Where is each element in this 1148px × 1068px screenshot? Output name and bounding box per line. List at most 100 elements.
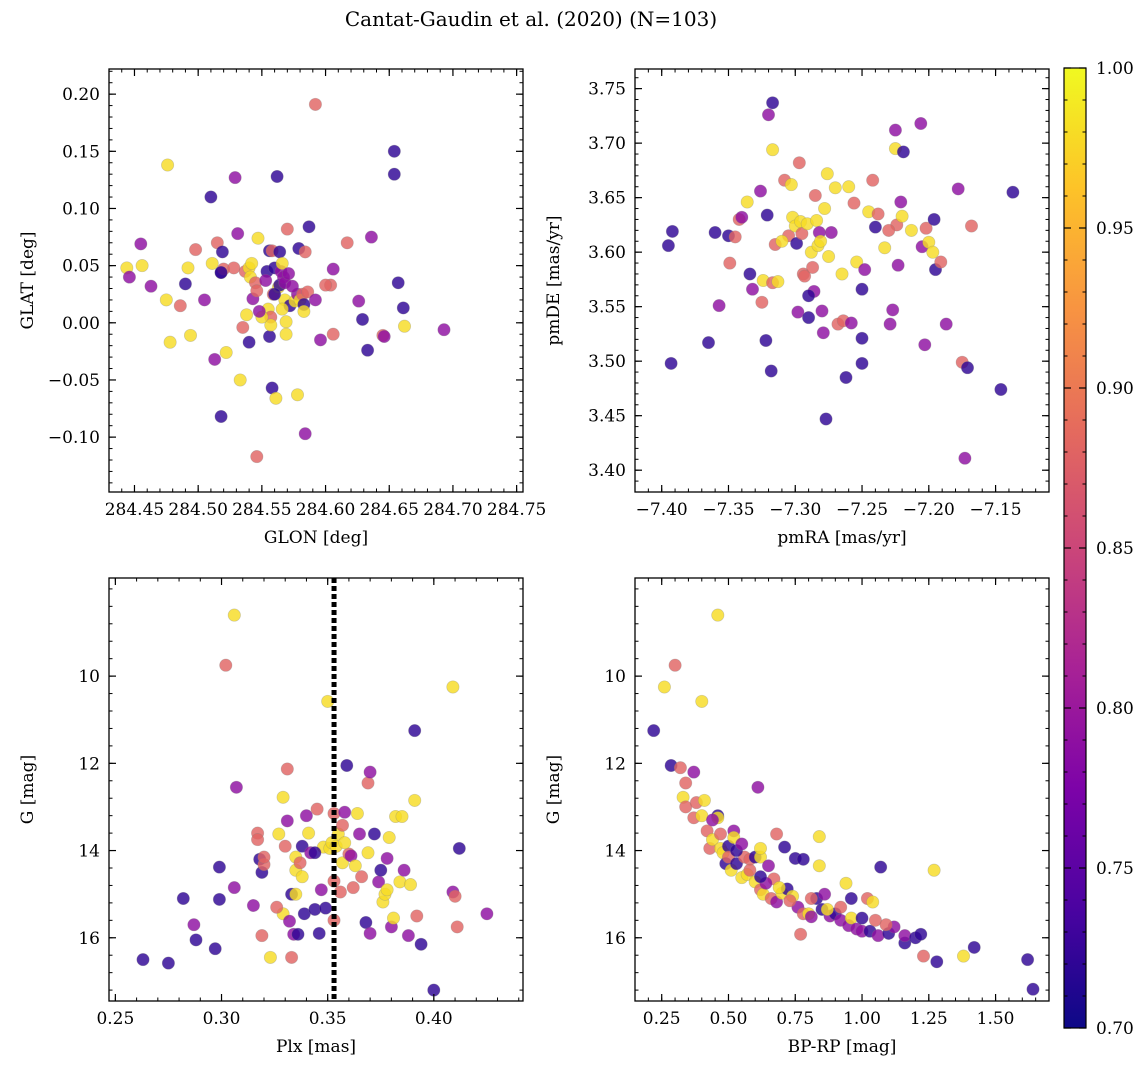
data-point bbox=[301, 285, 315, 299]
data-point bbox=[697, 793, 711, 807]
data-point bbox=[251, 833, 265, 847]
data-point bbox=[208, 352, 222, 366]
y-tick-label: 3.75 bbox=[588, 80, 626, 100]
data-point bbox=[446, 680, 460, 694]
data-point bbox=[197, 293, 212, 307]
data-point bbox=[276, 790, 290, 804]
y-tick-label: 10 bbox=[78, 667, 100, 687]
data-point bbox=[866, 173, 880, 187]
data-point bbox=[173, 299, 187, 313]
x-tick-label: 284.65 bbox=[360, 500, 419, 520]
data-point bbox=[795, 227, 809, 241]
data-point bbox=[215, 245, 229, 259]
data-point bbox=[297, 907, 311, 921]
data-point bbox=[871, 207, 885, 221]
data-point bbox=[755, 295, 769, 309]
data-point bbox=[208, 942, 222, 956]
x-tick-label: 0.50 bbox=[710, 1009, 748, 1029]
data-point bbox=[136, 953, 150, 967]
data-point bbox=[772, 881, 786, 895]
data-point bbox=[242, 335, 256, 349]
data-point bbox=[227, 608, 241, 622]
data-point bbox=[967, 940, 981, 954]
data-point bbox=[257, 850, 271, 864]
data-point bbox=[268, 287, 282, 301]
data-point bbox=[701, 336, 716, 350]
data-point bbox=[189, 933, 203, 947]
data-point bbox=[796, 852, 810, 866]
y-tick-label: 3.70 bbox=[588, 134, 626, 154]
data-point bbox=[480, 907, 494, 921]
data-point bbox=[233, 373, 247, 387]
data-point bbox=[361, 846, 375, 860]
data-point bbox=[956, 949, 971, 963]
data-point bbox=[883, 317, 897, 331]
data-point bbox=[808, 188, 822, 203]
data-point bbox=[753, 870, 768, 884]
data-point bbox=[395, 809, 409, 824]
data-point bbox=[728, 230, 742, 244]
x-tick-label: 0.25 bbox=[96, 1009, 134, 1029]
data-point bbox=[161, 158, 175, 172]
data-point bbox=[340, 758, 354, 773]
data-point bbox=[387, 144, 401, 158]
data-point bbox=[212, 892, 226, 906]
data-point bbox=[297, 304, 311, 318]
y-tick-label: 0.00 bbox=[62, 314, 100, 334]
data-point bbox=[326, 262, 340, 276]
data-point bbox=[361, 776, 375, 790]
data-point bbox=[135, 259, 149, 273]
y-tick-label: 3.50 bbox=[588, 352, 626, 372]
axes-frame bbox=[108, 68, 524, 493]
data-point bbox=[657, 680, 671, 694]
x-axis-label: GLON [deg] bbox=[264, 528, 368, 548]
data-point bbox=[824, 225, 838, 240]
colorbar-tick-label: 0.95 bbox=[1096, 219, 1134, 239]
data-point bbox=[282, 267, 296, 281]
data-point bbox=[766, 143, 780, 157]
data-point bbox=[403, 878, 418, 892]
data-point bbox=[282, 914, 297, 928]
scatter-points bbox=[661, 96, 1020, 465]
data-point bbox=[927, 863, 941, 877]
data-point bbox=[879, 918, 893, 932]
x-tick-label: 284.45 bbox=[105, 500, 164, 520]
axes-frame bbox=[634, 577, 1050, 1002]
data-point bbox=[839, 370, 853, 385]
data-point bbox=[308, 293, 322, 307]
x-tick-label: 1.25 bbox=[910, 1009, 948, 1029]
data-point bbox=[285, 950, 299, 964]
data-point bbox=[408, 793, 422, 807]
x-tick-label: −7.40 bbox=[636, 500, 688, 520]
data-point bbox=[310, 802, 324, 816]
x-axis-label: Plx [mas] bbox=[276, 1037, 356, 1057]
data-point bbox=[364, 230, 378, 244]
data-point bbox=[391, 276, 405, 290]
data-point bbox=[874, 860, 888, 874]
data-point bbox=[259, 273, 273, 288]
data-point bbox=[144, 279, 158, 293]
data-point bbox=[695, 809, 709, 823]
data-point bbox=[290, 388, 305, 402]
panel-bottom-left: 0.25 0.30 0.35 0.40 10 12 14 16 Plx [mas] G [mag] bbox=[18, 577, 524, 1057]
data-point bbox=[647, 724, 661, 738]
data-point bbox=[914, 927, 928, 941]
x-tick-label: 0.35 bbox=[309, 1009, 347, 1029]
data-point bbox=[687, 765, 701, 779]
data-point bbox=[450, 920, 464, 934]
data-point bbox=[804, 891, 818, 906]
data-point bbox=[753, 184, 768, 198]
x-tick-label: 0.25 bbox=[643, 1009, 681, 1029]
data-point bbox=[723, 256, 737, 270]
data-point bbox=[264, 318, 278, 332]
data-point bbox=[819, 412, 833, 426]
y-tick-label: 12 bbox=[604, 754, 626, 774]
y-tick-label: 12 bbox=[78, 754, 100, 774]
x-tick-label: −7.20 bbox=[903, 500, 955, 520]
data-point bbox=[818, 201, 832, 216]
data-point bbox=[783, 894, 797, 908]
data-point bbox=[761, 108, 776, 122]
colorbar: 0.70 0.75 0.80 0.85 0.90 0.95 1.00 bbox=[1063, 59, 1134, 1039]
data-point bbox=[791, 305, 805, 319]
scatter-points bbox=[120, 97, 451, 464]
